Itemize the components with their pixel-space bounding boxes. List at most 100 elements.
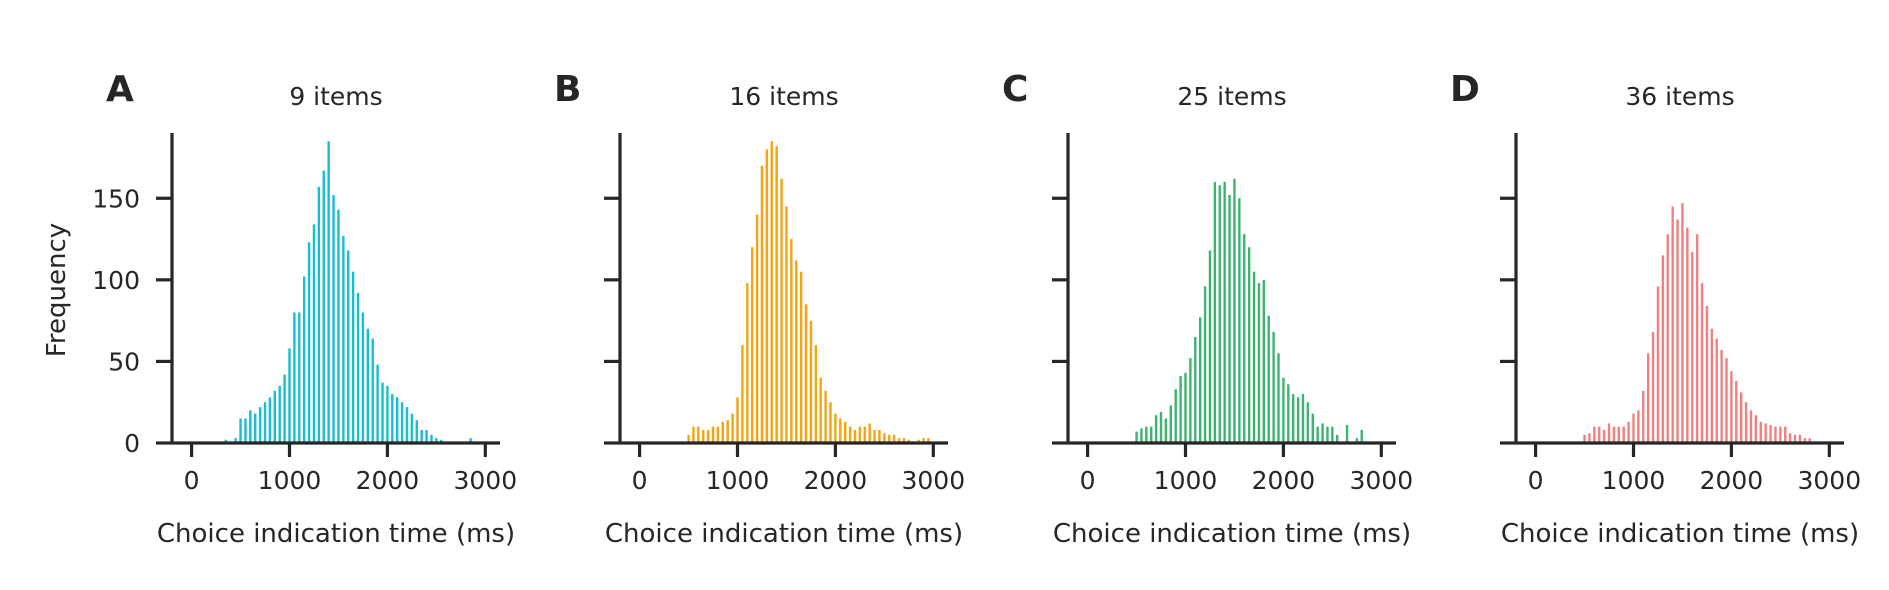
histogram-bar [1793,434,1797,443]
y-tick-label: 100 [92,266,140,295]
histogram-bar [726,420,729,443]
histogram-bar [1695,234,1699,443]
histogram-bar [440,439,443,443]
histogram-bar [273,390,277,443]
histogram-bar [1179,376,1182,443]
histogram-bar [721,421,725,443]
histogram-bar [1184,372,1187,443]
histogram-bar [224,439,228,443]
histogram-bar [785,206,788,443]
histogram-bar [1194,336,1197,443]
histogram-bar [1326,426,1329,443]
histogram-bar [1617,426,1621,443]
histogram-bar [775,146,778,444]
histogram-bar [1602,429,1606,443]
histogram-bar [322,170,325,443]
histogram-bar [858,426,862,443]
histogram-bar [878,429,881,443]
histogram-bar [347,250,350,443]
histogram-bar [731,413,734,443]
histogram-bar [332,195,335,443]
histogram-bar [1262,279,1266,443]
histogram-bar [1651,332,1655,443]
histogram-bar [1627,421,1630,443]
histogram-bar [1593,426,1596,443]
x-tick-label: 1000 [258,466,322,495]
histogram-bar [351,271,355,443]
histogram-bar [1331,426,1334,443]
histogram-bar [1803,438,1807,443]
histogram-bar [692,426,695,443]
histogram-bar [755,214,759,443]
histogram-bar [1808,438,1811,443]
histogram-bar [1686,227,1689,443]
histogram-bar [892,434,896,443]
histogram-bar [883,433,886,443]
histogram-bar [1316,426,1319,443]
histogram-bar [278,385,281,443]
panel-letter-b: B [554,69,581,110]
histogram-bar [288,348,291,443]
histogram-bar [420,429,423,443]
histogram-bar [1233,178,1236,443]
histogram-bar [917,439,920,443]
histogram-bar [1223,181,1226,443]
histogram-bar [1705,305,1709,443]
histogram-bar [888,434,891,443]
histogram-bar [799,271,803,443]
histogram-bar [1164,418,1168,443]
histogram-bar [381,382,384,443]
x-axis-label-a: Choice indication time (ms) [157,519,515,549]
histogram-bar [1612,426,1616,443]
histogram-bar [790,239,793,443]
histogram-bar [765,149,769,443]
histogram-bar [1691,252,1694,443]
histogram-bar [298,312,301,443]
histogram-bar [1622,426,1625,443]
x-tick-label: 0 [184,466,200,495]
histogram-bar [366,328,370,443]
histogram-bar [1632,413,1635,443]
histogram-bar [1764,423,1767,443]
histogram-bar [902,438,906,443]
histogram-bar [1306,402,1310,443]
x-axis-label-b: Choice indication time (ms) [605,519,963,549]
histogram-bar [405,407,409,443]
histogram-bar [1759,421,1762,443]
y-tick-label: 50 [108,347,140,376]
histogram-bar [736,397,739,443]
histogram-bar [1208,250,1212,443]
histogram-bar [1272,332,1275,443]
histogram-bar [1282,377,1285,443]
histogram-bar [1360,429,1363,443]
histogram-bar [1336,434,1339,443]
histogram-bar [1774,426,1777,443]
x-axis-label-d: Choice indication time (ms) [1501,519,1859,549]
histogram-bar [371,338,374,443]
histogram-bar [283,374,286,443]
x-tick-label: 3000 [1350,466,1414,495]
histogram-bar [307,242,311,443]
x-tick-label: 1000 [1154,466,1218,495]
histogram-bar [263,402,267,443]
histogram-bar [1257,283,1261,443]
histogram-bar [1588,433,1591,443]
histogram-bar [1301,394,1305,443]
bars-c [1135,178,1363,443]
histogram-bar [386,385,389,443]
panel-c: C 25 items 0 1000 2000 3000 Choice indication … [1002,69,1413,549]
bars-b [687,141,930,444]
x-tick-label: 2000 [804,466,868,495]
histogram-bar [868,423,871,443]
histogram-bar [1788,433,1792,443]
histogram-bar [317,186,321,443]
histogram-bar [430,434,433,443]
histogram-bar [415,420,418,443]
histogram-bar [863,426,866,443]
x-tick-label: 0 [1528,466,1544,495]
histogram-bar [809,320,813,443]
x-tick-label: 0 [632,466,648,495]
histogram-bar [356,292,360,443]
panel-d: D 36 items 0 1000 2000 3000 Choice indication … [1450,69,1861,549]
histogram-bar [1656,286,1660,443]
